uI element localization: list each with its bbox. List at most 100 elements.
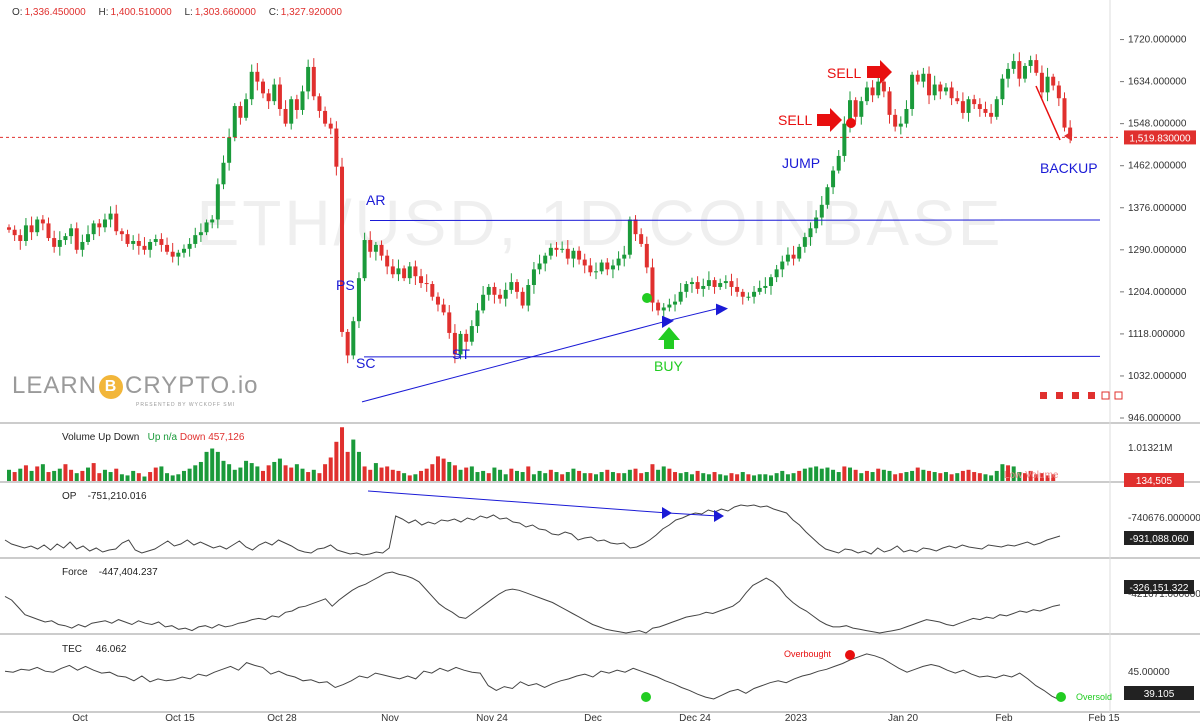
- candle-body: [447, 312, 452, 333]
- volume-bar: [678, 473, 683, 481]
- volume-up-label: Up: [147, 432, 161, 443]
- volume-bar: [7, 469, 11, 481]
- volume-bar: [509, 468, 514, 481]
- candle-body: [340, 166, 345, 332]
- volume-bar: [306, 472, 311, 481]
- candle-body: [1051, 76, 1056, 86]
- volume-bar: [277, 458, 282, 481]
- op-value: -751,210.016: [87, 491, 147, 502]
- label-sc: SC: [356, 355, 375, 371]
- candle-body: [300, 91, 305, 110]
- candle-body: [729, 281, 734, 287]
- volume-bar: [543, 473, 548, 481]
- volume-bar: [1028, 470, 1033, 481]
- candle-body: [526, 285, 531, 306]
- candle-body: [131, 241, 136, 244]
- candle-body: [1034, 60, 1039, 73]
- candle-body: [114, 213, 119, 232]
- x-axis-label: Nov: [381, 713, 399, 724]
- candle-body: [345, 331, 350, 356]
- trend-arrow-icon: [716, 303, 728, 316]
- volume-bar: [955, 473, 960, 481]
- close-label: C:: [268, 7, 279, 18]
- watermark-text: ETH/USD, 1D COINBASE: [197, 187, 1004, 259]
- candle-body: [7, 227, 11, 230]
- volume-bar: [498, 469, 503, 481]
- candle-body: [509, 282, 514, 290]
- volume-bar: [18, 468, 23, 481]
- candle-body: [356, 278, 361, 322]
- candle-body: [204, 222, 209, 233]
- candle-body: [605, 262, 610, 270]
- candle-body: [650, 267, 655, 303]
- volume-bar: [23, 465, 28, 481]
- x-axis-label: Feb 15: [1088, 713, 1120, 724]
- sell-arrow-icon: [867, 60, 892, 84]
- x-axis-label: Dec: [584, 713, 602, 724]
- candle-body: [887, 91, 892, 115]
- candle-body: [102, 219, 107, 228]
- candle-body: [46, 223, 51, 239]
- volume-bar: [215, 451, 220, 481]
- volume-bar: [656, 469, 661, 481]
- candle-body: [661, 307, 666, 311]
- op-arrow-icon: [662, 507, 672, 519]
- candle-body: [955, 98, 960, 102]
- volume-bar: [526, 466, 531, 481]
- volume-bar: [170, 475, 175, 481]
- volume-bar: [475, 472, 480, 481]
- volume-bar: [927, 470, 932, 481]
- volume-bar: [622, 473, 627, 481]
- candle-body: [633, 219, 638, 235]
- volume-bar: [492, 467, 497, 481]
- volume-bar: [238, 467, 243, 481]
- volume-bar: [80, 470, 85, 481]
- candle-body: [23, 225, 28, 242]
- price-axis-label: 1376.000000: [1128, 203, 1187, 214]
- bitcoin-icon: B: [99, 375, 124, 399]
- volume-bar: [46, 472, 51, 481]
- candle-body: [893, 114, 898, 127]
- volume-bar: [447, 461, 452, 481]
- x-axis-label: 2023: [785, 713, 808, 724]
- candle-body: [390, 266, 395, 275]
- volume-bar: [356, 451, 361, 481]
- volume-bar: [1022, 473, 1027, 481]
- low-value: 1,303.660000: [194, 7, 256, 18]
- volume-bar: [351, 439, 356, 481]
- volume-pane-title: Volume Up Down Up n/a Down 457,126: [62, 432, 244, 443]
- candle-body: [684, 284, 689, 292]
- volume-bar: [148, 472, 153, 481]
- op-last-tag: [1124, 531, 1194, 545]
- volume-bar: [949, 474, 954, 481]
- tec-axis-label: 45.00000: [1128, 667, 1170, 678]
- candle-body: [983, 108, 988, 113]
- candle-body: [193, 235, 198, 244]
- overbought-label: Overbought: [784, 649, 832, 659]
- volume-bar: [334, 441, 339, 481]
- candle-body: [1045, 76, 1050, 93]
- volume-bar: [701, 473, 706, 481]
- label-jump: JUMP: [782, 155, 820, 171]
- candle-body: [12, 229, 17, 236]
- candle-body: [238, 106, 243, 118]
- volume-bar: [419, 470, 424, 481]
- candle-body: [170, 251, 175, 257]
- volume-bar: [1011, 466, 1016, 481]
- candle-body: [836, 155, 841, 171]
- volume-bar: [249, 463, 254, 481]
- volume-bar: [69, 469, 74, 481]
- op-title: OP: [62, 491, 77, 502]
- candle-body: [977, 104, 982, 109]
- candle-body: [306, 66, 311, 92]
- volume-bar: [52, 470, 57, 481]
- label-ps: PS: [336, 277, 355, 293]
- candle-body: [718, 283, 723, 287]
- candle-body: [255, 71, 260, 82]
- candle-body: [673, 301, 678, 305]
- candle-body: [125, 234, 130, 244]
- volume-down-value: 457,126: [208, 432, 245, 443]
- volume-bar: [554, 472, 559, 481]
- candle-body: [29, 225, 34, 233]
